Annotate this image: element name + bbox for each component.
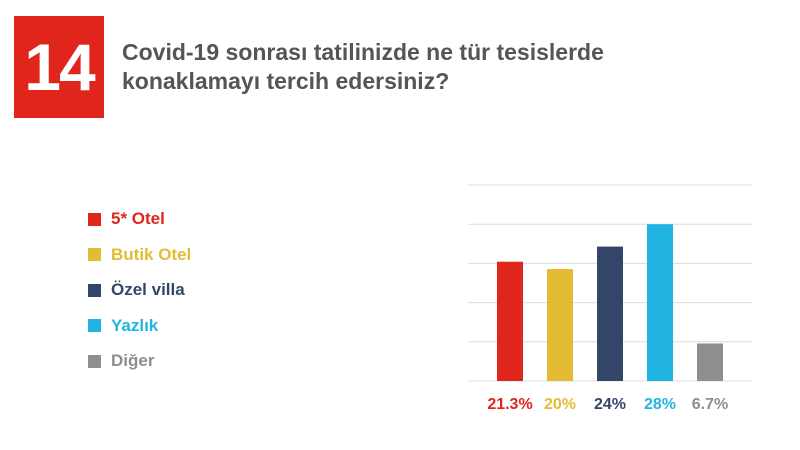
bar xyxy=(597,246,623,381)
data-label: 28% xyxy=(644,396,676,413)
legend-swatch xyxy=(88,283,101,297)
chart-title: Covid-19 sonrası tatilinizde ne tür tesi… xyxy=(122,38,682,96)
legend-swatch xyxy=(88,319,101,332)
bar xyxy=(647,224,673,381)
data-label: 24% xyxy=(594,396,626,413)
legend-label: Diğer xyxy=(111,351,155,370)
legend-item-private-villa: Özel villa xyxy=(88,279,191,301)
question-number-badge: 14 xyxy=(14,16,104,118)
legend-swatch xyxy=(88,248,101,261)
bar xyxy=(547,269,573,381)
title-line-1: Covid-19 sonrası tatilinizde ne tür tesi… xyxy=(122,39,604,65)
data-label: 20% xyxy=(544,396,576,413)
legend-label: Butik Otel xyxy=(111,244,192,264)
bar-chart: 21.3% 20% 24% 28% 6.7% xyxy=(468,184,752,413)
legend-label: 5* Otel xyxy=(111,209,165,228)
legend-label: Özel villa xyxy=(111,280,185,299)
legend-item-other: Diğer xyxy=(88,350,191,372)
legend-label: Yazlık xyxy=(111,315,159,335)
chart-legend: 5* Otel Butik Otel Özel villa Yazlık Diğ… xyxy=(88,208,191,386)
legend-item-boutique-hotel: Butik Otel xyxy=(88,244,191,266)
data-label: 21.3% xyxy=(487,396,532,413)
bar xyxy=(497,261,523,381)
legend-swatch xyxy=(88,354,101,368)
data-label: 6.7% xyxy=(692,396,728,413)
legend-swatch xyxy=(88,212,101,226)
legend-item-summer-house: Yazlık xyxy=(88,315,191,337)
bar xyxy=(697,343,723,381)
legend-item-5-star-hotel: 5* Otel xyxy=(88,208,191,230)
title-line-2: konaklamayı tercih edersiniz? xyxy=(122,68,450,94)
